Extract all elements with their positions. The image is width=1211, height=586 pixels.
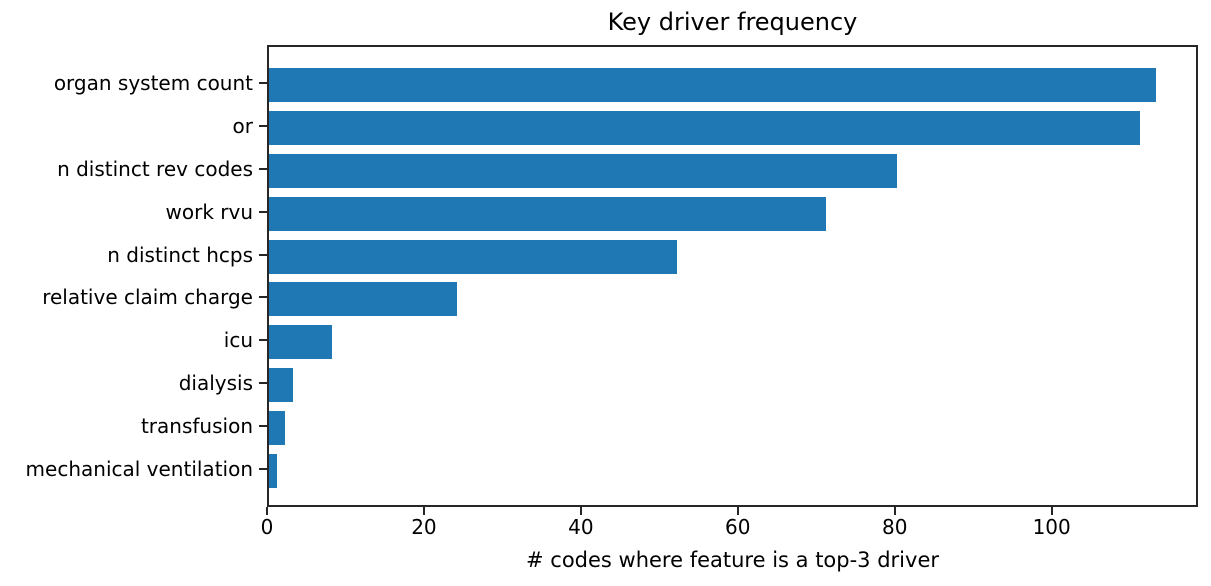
x-tick-mark [579,507,582,515]
y-tick-mark [259,425,267,427]
x-tick-label: 100 [1032,515,1071,539]
y-tick-label: transfusion [140,414,253,438]
x-tick-label: 20 [411,515,437,539]
bar [269,111,1140,145]
bar [269,325,332,360]
x-tick-mark [1050,507,1053,515]
y-tick-label: organ system count [53,71,253,96]
x-tick-mark [893,507,896,515]
x-tick-label: 40 [568,515,594,539]
y-tick-mark [259,467,267,470]
y-tick-label: n distinct rev codes [57,156,253,181]
bar [269,153,897,188]
plot-area [267,45,1198,507]
x-tick-mark [422,507,425,515]
bar [269,196,827,231]
bar [269,68,1156,103]
chart-title: Key driver frequency [607,8,858,36]
bar [269,453,277,488]
x-tick-label: 0 [260,515,274,539]
y-tick-mark [259,167,267,170]
x-tick-label: 60 [725,515,751,539]
y-tick-mark [259,210,267,213]
x-tick-label: 80 [881,515,908,539]
y-tick-label: icu [223,328,253,353]
y-tick-label: work rvu [165,199,254,224]
y-tick-mark [259,82,267,85]
x-tick-mark [266,507,268,515]
y-tick-mark [259,125,267,127]
y-tick-label: mechanical ventilation [25,456,253,481]
y-tick-mark [259,339,267,342]
y-tick-label: dialysis [178,371,253,396]
bar [269,239,678,274]
y-tick-mark [259,382,267,385]
bar [269,368,293,403]
y-tick-mark [259,253,267,256]
bar [269,411,285,445]
bar [269,282,458,317]
x-axis-label: # codes where feature is a top-3 driver [526,548,939,572]
y-tick-label: relative claim charge [42,285,253,310]
x-tick-mark [736,507,739,515]
y-tick-label: or [232,114,253,138]
y-tick-label: n distinct hcps [107,242,253,267]
y-tick-mark [259,296,267,299]
